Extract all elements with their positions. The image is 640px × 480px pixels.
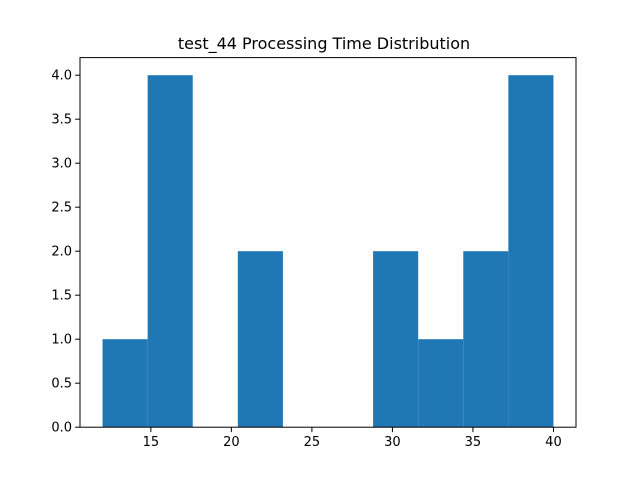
x-tick-label: 25 (304, 435, 321, 450)
x-tick-label: 20 (223, 435, 240, 450)
x-tick-label: 40 (545, 435, 562, 450)
x-axis-ticks: 15 20 25 30 35 40 (143, 427, 562, 450)
y-tick-label: 2.5 (51, 201, 72, 216)
y-axis-ticks: 0.0 0.5 1.0 1.5 2.0 2.5 3.0 3.5 4.0 (51, 69, 80, 436)
y-tick-label: 2.0 (51, 245, 72, 260)
x-tick-label: 30 (384, 435, 401, 450)
histogram-bar (237, 251, 283, 428)
x-tick-label: 35 (465, 435, 482, 450)
bars-layer (102, 75, 554, 428)
y-tick-label: 1.5 (51, 289, 72, 304)
y-tick-label: 3.5 (51, 113, 72, 128)
histogram-bar (418, 339, 464, 428)
y-tick-label: 0.0 (51, 421, 72, 436)
x-tick-label: 15 (143, 435, 160, 450)
y-tick-label: 1.0 (51, 333, 72, 348)
y-tick-label: 4.0 (51, 69, 72, 84)
histogram-bar (373, 251, 419, 428)
axes-frame (79, 57, 577, 428)
histogram-bar (102, 339, 148, 428)
histogram-bar (508, 75, 554, 428)
y-tick-label: 0.5 (51, 377, 72, 392)
histogram-bar (463, 251, 509, 428)
y-tick-label: 3.0 (51, 157, 72, 172)
chart-title: test_44 Processing Time Distribution (178, 34, 470, 54)
histogram-bar (147, 75, 193, 428)
